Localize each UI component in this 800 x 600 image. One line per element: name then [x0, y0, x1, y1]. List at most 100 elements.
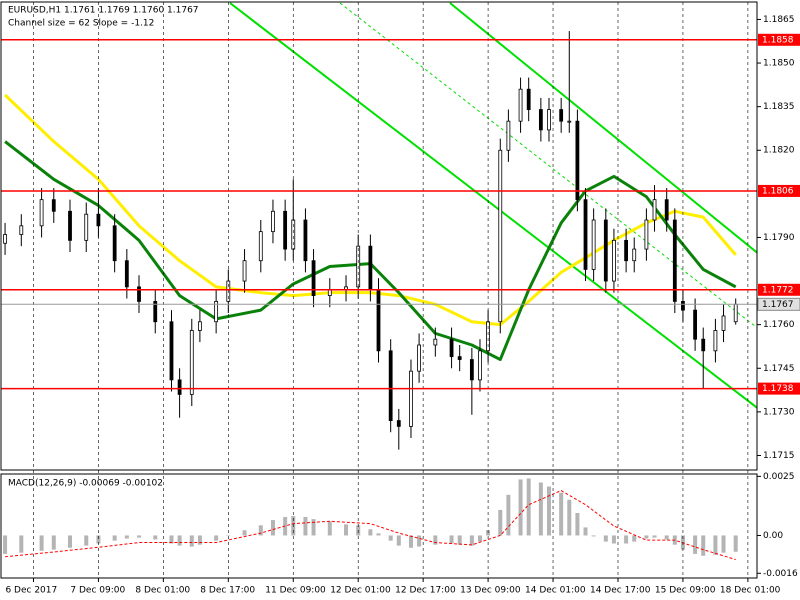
price-plot	[3, 31, 738, 450]
macd-bar	[258, 525, 263, 536]
macd-bar	[169, 535, 174, 544]
channel-line	[449, 2, 757, 254]
macd-bar	[433, 535, 438, 545]
candle-body	[388, 350, 393, 421]
macd-bar	[408, 535, 413, 548]
candle-body	[396, 420, 401, 427]
candle-body	[547, 109, 551, 131]
macd-bar	[396, 535, 401, 546]
candle-body	[693, 309, 698, 340]
macd-bar	[733, 535, 738, 552]
level-label-box	[758, 382, 800, 395]
candle-body	[19, 225, 24, 235]
candle-body	[624, 239, 629, 262]
candle-body	[84, 213, 89, 241]
level-label: 1.1772	[762, 285, 794, 295]
macd-bar	[214, 535, 219, 541]
macd-bar	[457, 535, 462, 545]
candle-body	[469, 359, 474, 381]
candle-body	[189, 330, 194, 395]
channel-mid-line	[339, 2, 757, 329]
x-tick-label: 6 Dec 2017	[5, 586, 57, 596]
candle-body	[376, 289, 381, 352]
macd-bar	[376, 533, 381, 536]
macd-bar	[583, 527, 588, 536]
candle-body	[311, 260, 316, 296]
moving-average	[4, 140, 737, 362]
y-tick-label: 1.1760	[763, 320, 795, 330]
candle-body	[449, 338, 454, 358]
x-tick-label: 12 Dec 17:00	[395, 586, 456, 596]
macd-bar	[567, 499, 572, 536]
macd-bar	[344, 524, 349, 536]
candle-body	[112, 225, 117, 262]
macd-bar	[96, 535, 101, 544]
macd-bar	[559, 492, 564, 536]
candle-body	[242, 260, 247, 282]
candle-body	[701, 338, 706, 352]
candle-body	[538, 109, 543, 131]
current-price-label: 1.1767	[762, 300, 794, 310]
candle-body	[591, 219, 596, 270]
macd-bar	[112, 535, 117, 541]
candle-body	[368, 245, 373, 291]
candle-body	[506, 120, 511, 151]
candle-body	[51, 199, 56, 212]
candle-body	[153, 301, 158, 323]
candle-body	[567, 120, 572, 123]
y-tick-label: 0.00	[763, 531, 783, 541]
macd-bar	[137, 535, 142, 538]
candle-body	[652, 199, 657, 221]
candle-body	[177, 379, 182, 395]
y-tick-label: 1.1730	[763, 407, 795, 417]
x-tick-label: 15 Dec 09:00	[655, 586, 716, 596]
x-tick-label: 18 Dec 01:00	[720, 586, 781, 596]
level-label: 1.1738	[762, 384, 794, 394]
macd-bar	[518, 479, 523, 536]
macd-bar	[51, 535, 56, 550]
level-label-box	[758, 283, 800, 296]
macd-bar	[506, 494, 511, 536]
x-tick-label: 11 Dec 09:00	[265, 586, 326, 596]
level-label: 1.1858	[762, 35, 794, 45]
candle-body	[575, 120, 580, 201]
candle-body	[713, 330, 718, 352]
y-tick-label: 1.1715	[763, 451, 795, 461]
candle-body	[721, 315, 726, 331]
macd-bar	[153, 535, 158, 540]
candle-body	[518, 88, 523, 122]
level-label-box	[758, 184, 800, 197]
x-tick-label: 14 Dec 17:00	[590, 586, 651, 596]
macd-bar	[701, 535, 706, 556]
level-label: 1.1806	[762, 186, 794, 196]
macd-bar	[469, 535, 474, 546]
macd-bar	[177, 535, 182, 546]
candle-body	[583, 199, 588, 270]
macd-bar	[388, 535, 393, 541]
candle-body	[124, 260, 129, 288]
macd-bar	[368, 529, 373, 536]
macd-bar	[19, 535, 24, 553]
y-tick-label: 1.1835	[763, 102, 795, 112]
candle-body	[559, 109, 564, 122]
candle-body	[733, 303, 738, 323]
macd-bar	[327, 521, 332, 536]
candle-body	[169, 321, 174, 381]
candle-body	[39, 199, 44, 227]
candle-body	[258, 231, 263, 262]
macd-bar	[242, 530, 247, 536]
candle-body	[612, 239, 616, 282]
y-tick-label: 1.1745	[763, 364, 795, 374]
candle-body	[603, 219, 608, 282]
x-tick-label: 13 Dec 09:00	[460, 586, 521, 596]
candle-body	[417, 344, 421, 372]
macd-bar	[538, 482, 543, 536]
candle-body	[214, 301, 219, 323]
x-tick-label: 7 Dec 09:00	[70, 586, 125, 596]
channel	[229, 2, 757, 409]
x-tick-label: 14 Dec 01:00	[525, 586, 586, 596]
macd-bar	[498, 509, 503, 536]
y-tick-label: 1.1865	[763, 15, 795, 25]
